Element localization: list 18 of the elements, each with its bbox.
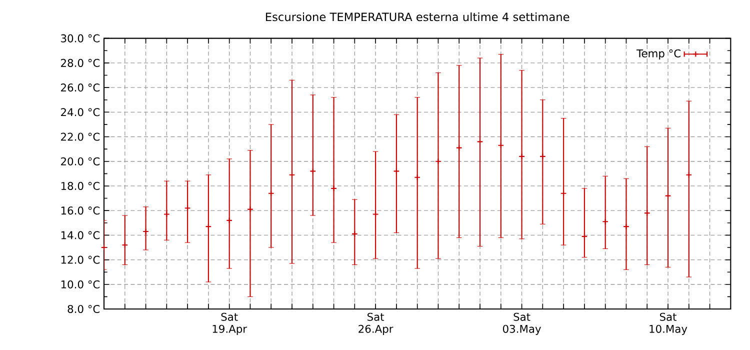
chart-title: Escursione TEMPERATURA esterna ultime 4 settimane	[266, 12, 570, 22]
y-tick-label: 20.0 °C	[61, 157, 100, 166]
y-tick-label: 30.0 °C	[61, 34, 100, 42]
legend-label: Temp °C	[636, 49, 681, 60]
y-tick-label: 16.0 °C	[61, 206, 100, 215]
x-tick-label: Sat 10.May	[650, 312, 688, 335]
y-tick-label: 24.0 °C	[61, 108, 100, 116]
x-tick-label: Sat 03.May	[502, 312, 541, 335]
y-tick-label: 18.0 °C	[61, 182, 100, 190]
y-tick-label: 26.0 °C	[61, 84, 100, 92]
y-tick-label: 14.0 °C	[61, 231, 100, 240]
y-tick-label: 12.0 °C	[61, 256, 100, 264]
y-tick-label: 22.0 °C	[61, 132, 100, 141]
y-tick-label: 10.0 °C	[61, 280, 100, 288]
x-tick-label: Sat 26.Apr	[358, 312, 394, 335]
x-tick-label: Sat 19.Apr	[212, 312, 248, 335]
y-tick-label: 8.0 °C	[68, 304, 100, 314]
y-tick-label: 28.0 °C	[61, 58, 100, 67]
